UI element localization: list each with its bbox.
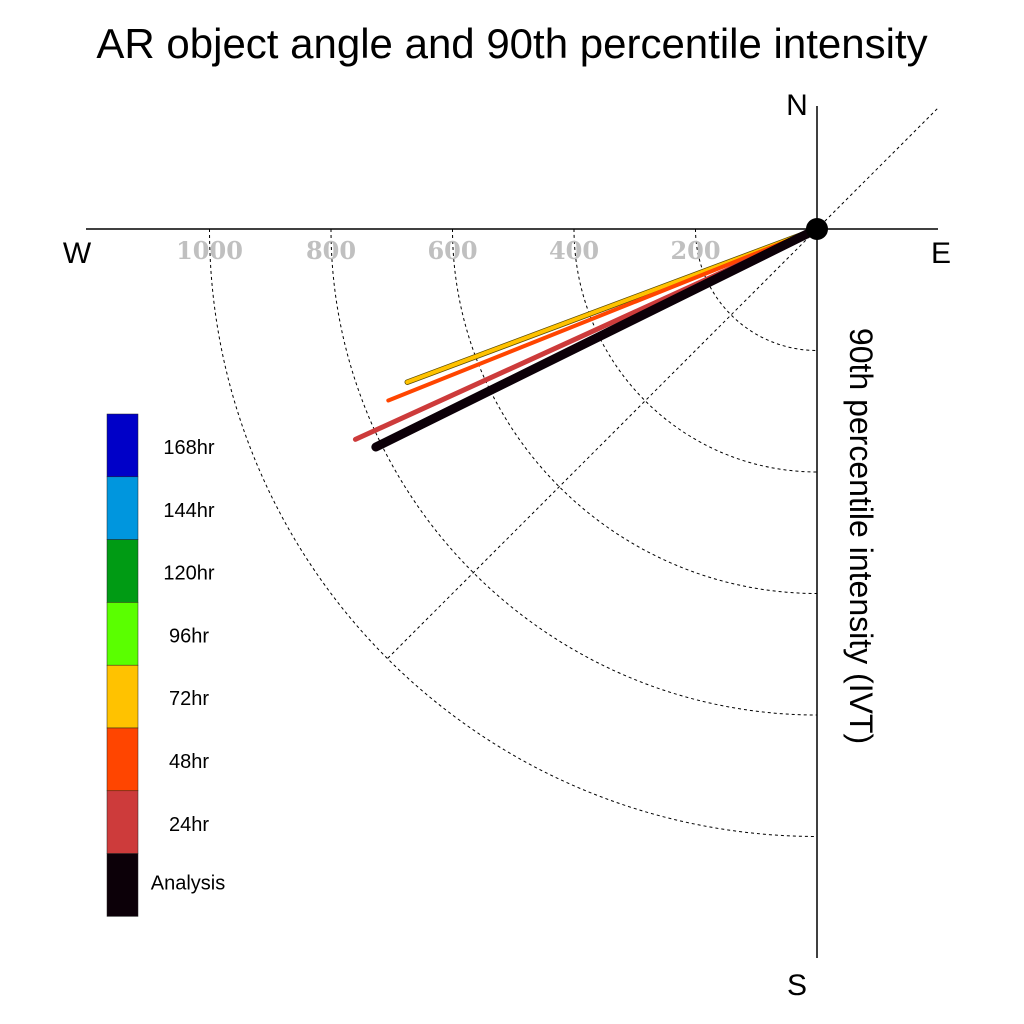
west-label: W [63, 237, 92, 270]
legend-label-48hr: 48hr [169, 751, 209, 773]
tick-label-400: 400 [549, 236, 599, 265]
legend-swatch-24hr [106, 790, 139, 854]
radial-tick-labels: 200 400 600 800 1000 [176, 236, 720, 265]
legend-swatch-96hr [106, 602, 139, 666]
legend-swatch-72hr [106, 664, 139, 729]
grid-ring-800 [330, 228, 818, 716]
legend-swatch-144hr [106, 476, 139, 540]
tick-label-200: 200 [670, 236, 720, 265]
legend-label-24hr: 24hr [169, 814, 209, 836]
grid-ring-400 [573, 228, 818, 473]
radial-grid [209, 108, 938, 837]
north-label: N [786, 89, 808, 122]
legend-swatch-analysis [106, 853, 139, 917]
legend-swatch-48hr [106, 727, 139, 792]
legend-label-96hr: 96hr [169, 625, 209, 647]
tick-label-1000: 1000 [176, 236, 243, 265]
grid-ring-200 [695, 228, 818, 351]
tick-label-600: 600 [427, 236, 477, 265]
south-label: S [787, 969, 807, 1002]
tick-label-800: 800 [306, 236, 356, 265]
grid-ring-600 [452, 228, 818, 594]
legend-label-120hr: 120hr [163, 563, 214, 585]
origin-point [806, 218, 828, 240]
legend: 168hr 144hr 120hr 96hr 72hr 48hr 24hr Analysis [106, 413, 225, 917]
legend-label-analysis: Analysis [151, 873, 225, 895]
chart-title: AR object angle and 90th percentile inte… [96, 20, 927, 67]
legend-swatch-168hr [106, 413, 139, 478]
legend-label-168hr: 168hr [163, 437, 214, 459]
legend-label-144hr: 144hr [163, 500, 214, 522]
grid-ring-1000 [209, 228, 818, 837]
vector-analysis [371, 224, 822, 452]
vector-48hr [386, 227, 819, 403]
legend-label-72hr: 72hr [169, 688, 209, 710]
y-axis-label: 90th percentile intensity (IVT) [843, 328, 879, 744]
legend-swatch-120hr [106, 539, 139, 603]
vector-series [352, 224, 822, 452]
east-label: E [931, 237, 951, 270]
